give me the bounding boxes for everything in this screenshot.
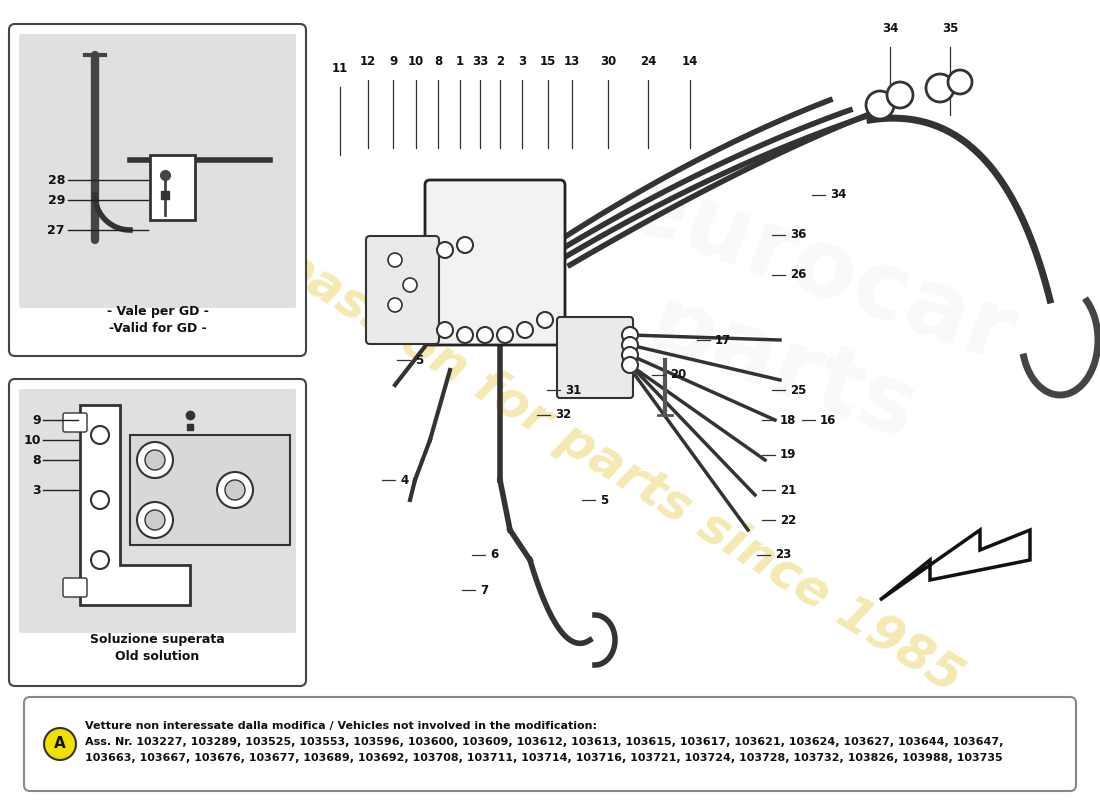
Text: 28: 28 — [47, 174, 65, 186]
Text: 10: 10 — [23, 434, 41, 446]
Text: 9: 9 — [32, 414, 41, 426]
Circle shape — [138, 442, 173, 478]
Circle shape — [145, 450, 165, 470]
Text: 20: 20 — [670, 369, 686, 382]
Circle shape — [621, 347, 638, 363]
Text: eurocar
parts: eurocar parts — [574, 157, 1026, 483]
Text: 8: 8 — [433, 55, 442, 68]
Text: Ass. Nr. 103227, 103289, 103525, 103553, 103596, 103600, 103609, 103612, 103613,: Ass. Nr. 103227, 103289, 103525, 103553,… — [85, 737, 1003, 747]
Text: 6: 6 — [490, 549, 498, 562]
Circle shape — [437, 242, 453, 258]
Text: 19: 19 — [780, 449, 796, 462]
Circle shape — [388, 253, 401, 267]
Text: 32: 32 — [556, 409, 571, 422]
Polygon shape — [80, 405, 190, 605]
Circle shape — [477, 327, 493, 343]
Circle shape — [517, 322, 534, 338]
FancyBboxPatch shape — [425, 180, 565, 345]
Text: 103663, 103667, 103676, 103677, 103689, 103692, 103708, 103711, 103714, 103716, : 103663, 103667, 103676, 103677, 103689, … — [85, 753, 1002, 763]
Text: 26: 26 — [790, 269, 806, 282]
Circle shape — [437, 322, 453, 338]
FancyBboxPatch shape — [9, 379, 306, 686]
Text: 13: 13 — [564, 55, 580, 68]
FancyBboxPatch shape — [366, 236, 439, 344]
Text: 12: 12 — [360, 55, 376, 68]
Text: 11: 11 — [332, 62, 348, 75]
Text: 29: 29 — [47, 194, 65, 206]
Circle shape — [948, 70, 972, 94]
Text: Old solution: Old solution — [116, 650, 199, 662]
Text: 31: 31 — [565, 383, 581, 397]
Text: 15: 15 — [540, 55, 557, 68]
Circle shape — [456, 327, 473, 343]
FancyBboxPatch shape — [19, 389, 296, 633]
Text: 18: 18 — [780, 414, 796, 426]
Text: 3: 3 — [32, 483, 41, 497]
FancyBboxPatch shape — [9, 24, 306, 356]
Text: 14: 14 — [682, 55, 698, 68]
Circle shape — [456, 237, 473, 253]
Circle shape — [217, 472, 253, 508]
Text: Vetture non interessate dalla modifica / Vehicles not involved in the modificati: Vetture non interessate dalla modifica /… — [85, 721, 597, 731]
FancyBboxPatch shape — [557, 317, 632, 398]
Circle shape — [621, 327, 638, 343]
FancyBboxPatch shape — [24, 697, 1076, 791]
Text: 24: 24 — [640, 55, 657, 68]
Text: 16: 16 — [820, 414, 836, 426]
Text: passion for parts since 1985: passion for parts since 1985 — [268, 238, 971, 702]
Text: Soluzione superata: Soluzione superata — [90, 634, 224, 646]
Text: 23: 23 — [776, 549, 791, 562]
Circle shape — [44, 728, 76, 760]
Text: 9: 9 — [389, 55, 397, 68]
Text: 5: 5 — [415, 354, 424, 366]
Text: 17: 17 — [715, 334, 732, 346]
Text: 36: 36 — [790, 229, 806, 242]
Circle shape — [145, 510, 165, 530]
Text: - Vale per GD -: - Vale per GD - — [107, 306, 208, 318]
Circle shape — [537, 312, 553, 328]
Circle shape — [926, 74, 954, 102]
Circle shape — [621, 337, 638, 353]
Text: 7: 7 — [480, 583, 488, 597]
FancyBboxPatch shape — [63, 578, 87, 597]
Circle shape — [866, 91, 894, 119]
Text: 4: 4 — [400, 474, 408, 486]
Text: 25: 25 — [790, 383, 806, 397]
Circle shape — [226, 480, 245, 500]
Polygon shape — [130, 435, 290, 545]
FancyBboxPatch shape — [19, 34, 296, 308]
Circle shape — [887, 82, 913, 108]
FancyBboxPatch shape — [63, 413, 87, 432]
Text: 34: 34 — [830, 189, 846, 202]
Circle shape — [388, 298, 401, 312]
Text: 33: 33 — [472, 55, 488, 68]
Circle shape — [497, 327, 513, 343]
Text: 10: 10 — [408, 55, 425, 68]
Text: 30: 30 — [600, 55, 616, 68]
Text: 5: 5 — [600, 494, 608, 506]
Circle shape — [138, 502, 173, 538]
Text: 34: 34 — [882, 22, 899, 35]
Polygon shape — [880, 530, 1030, 600]
Circle shape — [403, 278, 417, 292]
Text: 21: 21 — [780, 483, 796, 497]
Text: 22: 22 — [780, 514, 796, 526]
Text: 8: 8 — [32, 454, 41, 466]
Text: -Valid for GD -: -Valid for GD - — [109, 322, 207, 334]
Text: 27: 27 — [47, 223, 65, 237]
Text: 3: 3 — [518, 55, 526, 68]
Text: 2: 2 — [496, 55, 504, 68]
Polygon shape — [150, 155, 195, 220]
Text: 1: 1 — [455, 55, 464, 68]
Text: 35: 35 — [942, 22, 958, 35]
Circle shape — [621, 357, 638, 373]
Text: A: A — [54, 737, 66, 751]
